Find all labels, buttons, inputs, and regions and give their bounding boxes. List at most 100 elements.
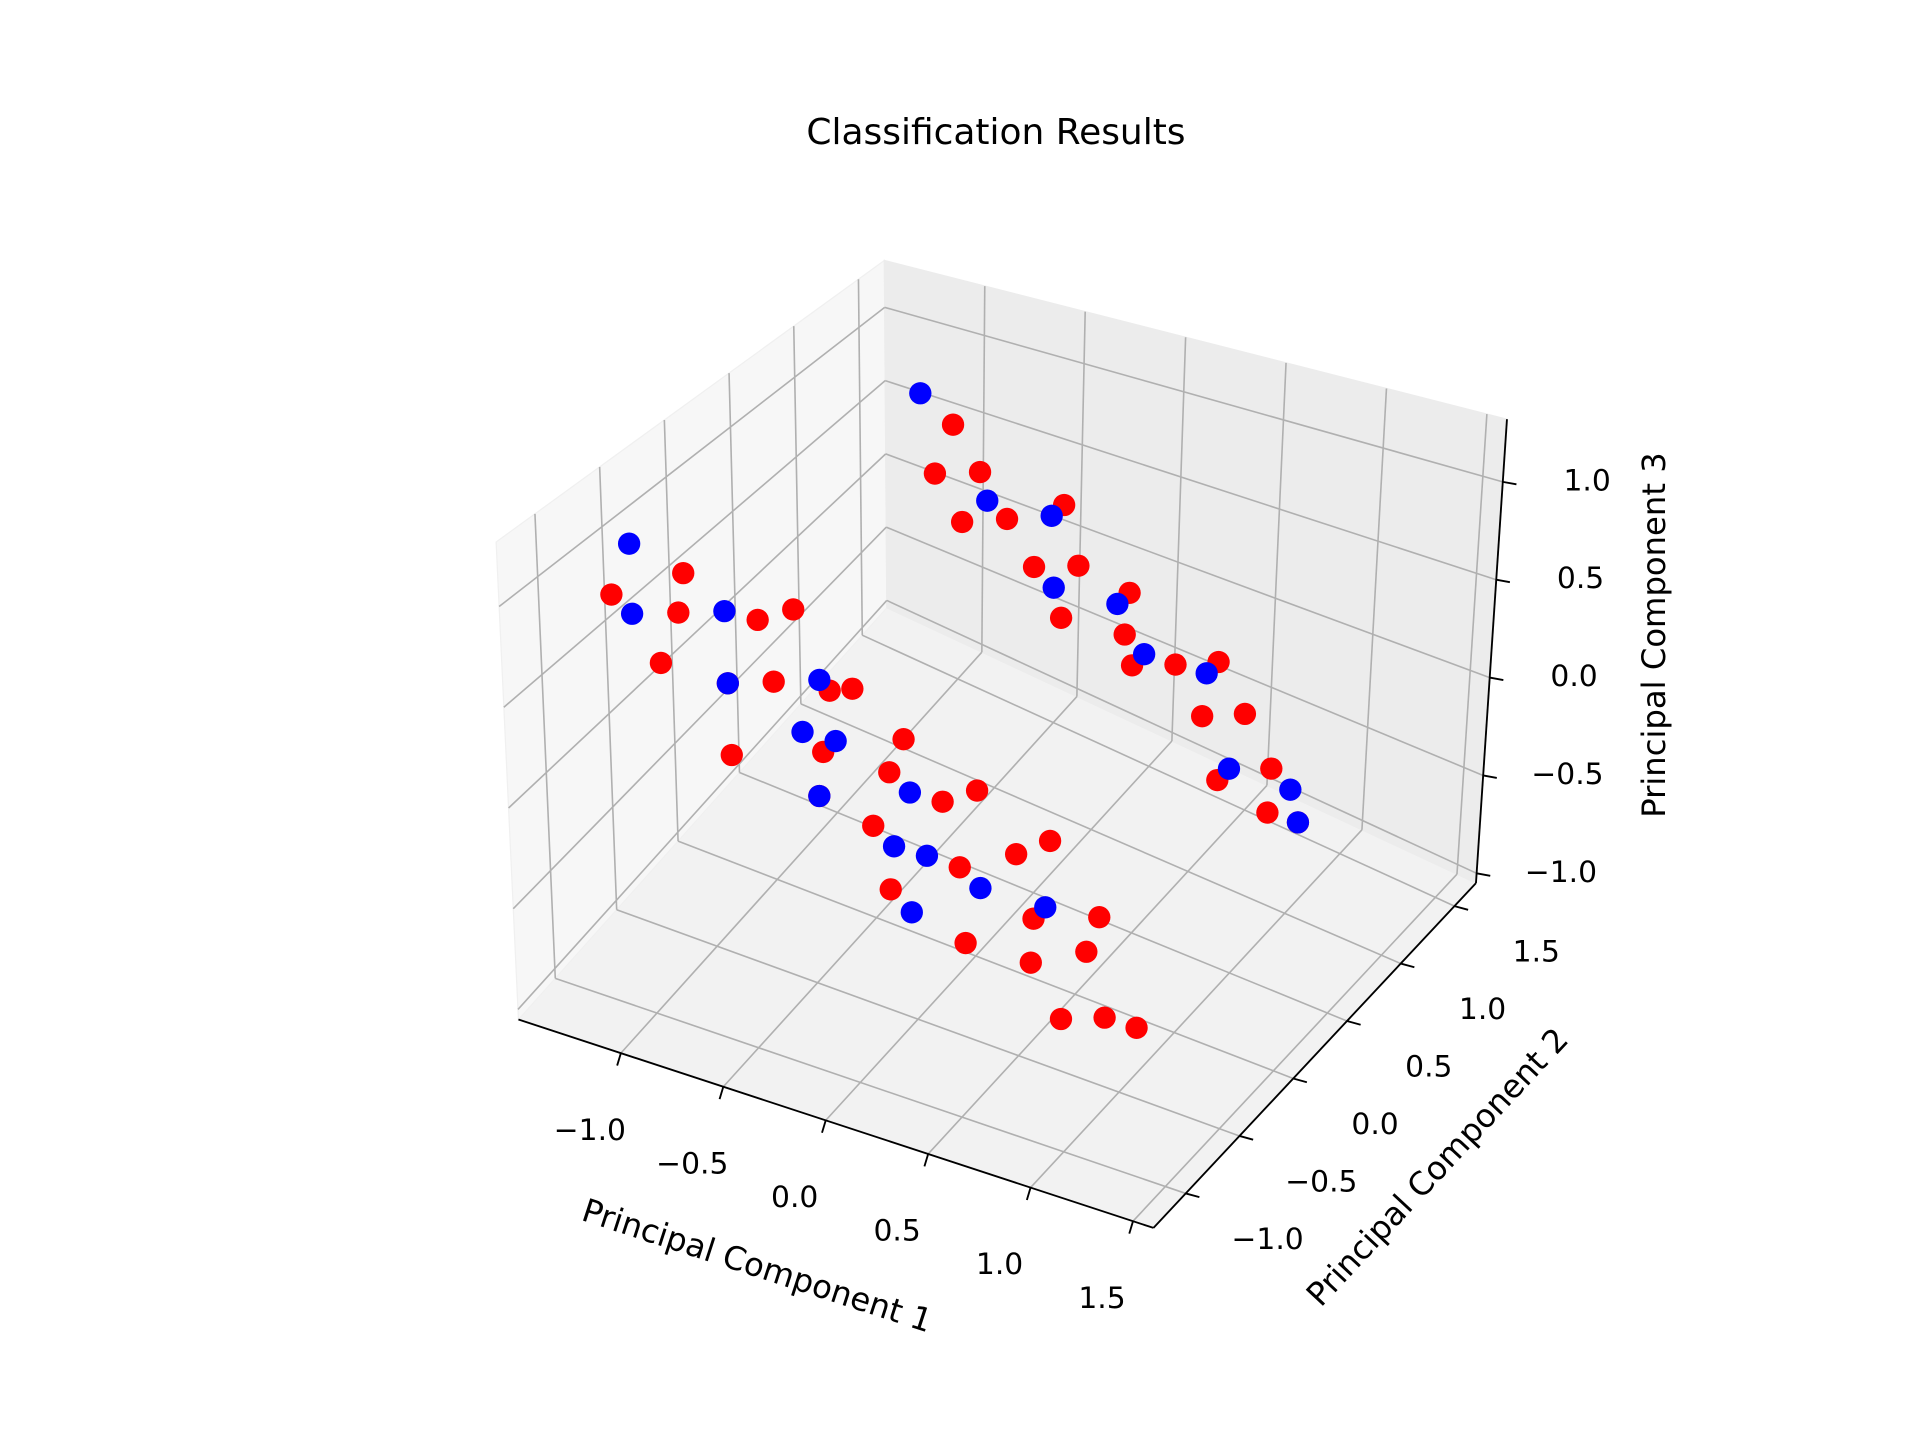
point — [969, 876, 992, 900]
x-grid-line — [620, 651, 983, 1054]
point — [620, 602, 644, 625]
z-axis-line — [1475, 419, 1508, 884]
grid — [498, 279, 1504, 1222]
point — [720, 743, 743, 767]
y-grid-line — [861, 634, 1455, 907]
point — [941, 413, 965, 436]
x-tick — [821, 1120, 827, 1134]
z-tick — [1496, 578, 1511, 584]
x-tick — [616, 1052, 622, 1066]
point — [1088, 906, 1111, 929]
y-grid-line — [534, 513, 557, 979]
point — [1217, 757, 1241, 780]
panes — [495, 259, 1508, 1229]
point — [931, 790, 954, 813]
point — [667, 601, 690, 624]
point — [1286, 811, 1310, 834]
x-tick-label: −0.5 — [656, 1146, 728, 1181]
x-grid-line — [1361, 388, 1388, 830]
z-tick — [1482, 774, 1497, 779]
x-grid-line — [1266, 362, 1287, 786]
point — [1004, 843, 1028, 866]
z-grid-line — [884, 306, 1504, 483]
z-grid-line — [885, 526, 1484, 777]
y-grid-line — [728, 373, 741, 773]
y-tick — [1400, 962, 1415, 969]
y-tick-label: −0.5 — [1285, 1165, 1357, 1200]
point — [1093, 1006, 1116, 1029]
x-tick — [923, 1153, 930, 1167]
points — [600, 382, 1310, 1039]
point — [898, 781, 922, 804]
y-grid-line — [857, 279, 864, 636]
z-grid-line — [886, 599, 1477, 875]
chart-title: Classification Results — [806, 112, 1185, 153]
point — [649, 651, 673, 675]
point — [746, 608, 769, 632]
point — [915, 844, 939, 867]
y-tick-label: 0.0 — [1351, 1107, 1398, 1142]
z-grid-line — [884, 379, 1497, 581]
y-tick-label: 1.5 — [1513, 935, 1560, 970]
x-grid-line — [927, 784, 1268, 1155]
point — [882, 835, 906, 858]
x-tick-label: 0.0 — [771, 1180, 818, 1215]
point — [1042, 576, 1065, 599]
z-tick-label: −1.0 — [1525, 855, 1597, 890]
y-tick — [1239, 1135, 1254, 1141]
z-tick — [1502, 480, 1517, 486]
x-grid-line — [1132, 873, 1458, 1222]
y-grid-line — [677, 840, 1294, 1080]
point — [824, 729, 847, 753]
y-grid-line — [598, 466, 618, 910]
y-grid-line — [792, 326, 802, 704]
z-tick-label: 0.0 — [1550, 659, 1597, 694]
y-tick — [1454, 905, 1469, 911]
point — [1067, 554, 1090, 577]
point — [1019, 951, 1042, 974]
point — [1049, 1007, 1073, 1031]
x-grid-line — [1456, 414, 1488, 875]
y-tick-label: 0.5 — [1405, 1050, 1452, 1085]
point — [950, 510, 974, 534]
z-tick-label: 0.5 — [1557, 561, 1604, 596]
point — [1022, 555, 1046, 579]
z-tick — [1489, 676, 1504, 681]
x-tick-label: 0.5 — [873, 1214, 920, 1249]
z-grid-line — [508, 453, 887, 809]
point — [600, 583, 623, 606]
point — [1106, 592, 1129, 616]
y-axis-line — [1152, 882, 1477, 1229]
point — [617, 532, 641, 555]
point — [878, 761, 901, 784]
y-tick — [1185, 1192, 1200, 1199]
point — [713, 599, 736, 623]
x-grid-line — [1029, 829, 1363, 1189]
axes: −1.0−0.50.00.51.01.5−1.0−0.50.00.51.01.5… — [518, 419, 1611, 1316]
x-grid-line — [825, 740, 1173, 1121]
point — [923, 462, 947, 485]
z-grid-line — [503, 380, 886, 708]
point — [841, 677, 864, 700]
x-tick — [718, 1086, 725, 1100]
y-tick — [1346, 1020, 1361, 1026]
y-grid-line — [663, 419, 679, 842]
x-tick-label: 1.5 — [1078, 1281, 1125, 1316]
x-tick — [1025, 1187, 1032, 1201]
point — [762, 670, 785, 693]
point — [1279, 778, 1302, 801]
z-tick-label: −0.5 — [1531, 757, 1603, 792]
point — [892, 728, 915, 751]
point — [716, 672, 739, 695]
point — [1034, 896, 1057, 919]
point — [900, 901, 923, 924]
point — [1233, 702, 1257, 726]
x-tick — [1128, 1220, 1134, 1234]
point — [1191, 705, 1214, 728]
x-grid-line — [1076, 311, 1086, 697]
point — [1164, 653, 1187, 676]
y-grid-line — [616, 908, 1240, 1137]
y-tick-label: −1.0 — [1231, 1222, 1303, 1257]
